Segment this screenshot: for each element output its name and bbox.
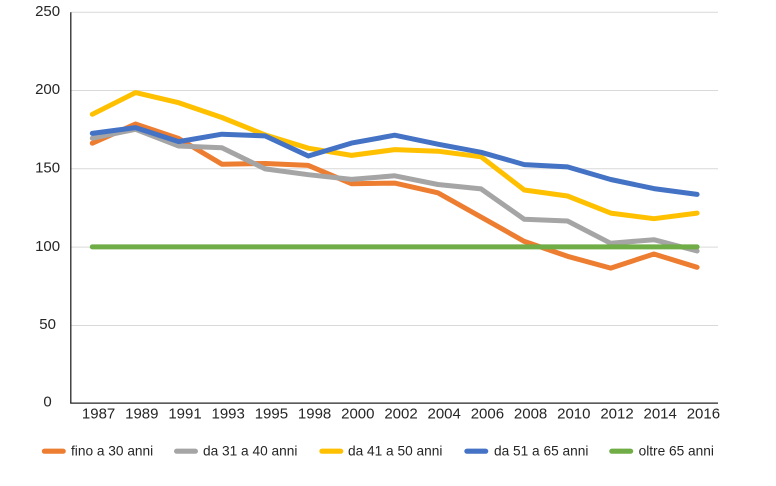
svg-text:1993: 1993 xyxy=(212,406,245,423)
svg-text:1989: 1989 xyxy=(125,406,158,423)
svg-text:150: 150 xyxy=(35,160,60,177)
svg-text:2002: 2002 xyxy=(384,406,417,423)
svg-text:1987: 1987 xyxy=(82,406,115,423)
svg-text:2016: 2016 xyxy=(687,406,720,423)
svg-text:2012: 2012 xyxy=(600,406,633,423)
svg-text:1998: 1998 xyxy=(298,406,331,423)
svg-text:100: 100 xyxy=(35,238,60,255)
svg-text:da 31 a 40 anni: da 31 a 40 anni xyxy=(203,444,297,459)
svg-text:50: 50 xyxy=(39,316,56,333)
svg-text:1995: 1995 xyxy=(255,406,288,423)
svg-text:200: 200 xyxy=(35,81,60,98)
svg-text:2008: 2008 xyxy=(514,406,547,423)
svg-text:2004: 2004 xyxy=(428,406,461,423)
svg-text:da 51 a 65 anni: da 51 a 65 anni xyxy=(494,444,588,459)
svg-text:da 41 a 50 anni: da 41 a 50 anni xyxy=(348,444,442,459)
svg-text:2010: 2010 xyxy=(557,406,590,423)
svg-text:0: 0 xyxy=(43,394,51,411)
svg-text:oltre 65 anni: oltre 65 anni xyxy=(639,444,714,459)
svg-text:250: 250 xyxy=(35,3,60,20)
svg-text:2006: 2006 xyxy=(471,406,504,423)
svg-text:1991: 1991 xyxy=(168,406,201,423)
svg-text:2000: 2000 xyxy=(341,406,374,423)
svg-text:fino a 30 anni: fino a 30 anni xyxy=(71,444,153,459)
svg-text:2014: 2014 xyxy=(644,406,677,423)
